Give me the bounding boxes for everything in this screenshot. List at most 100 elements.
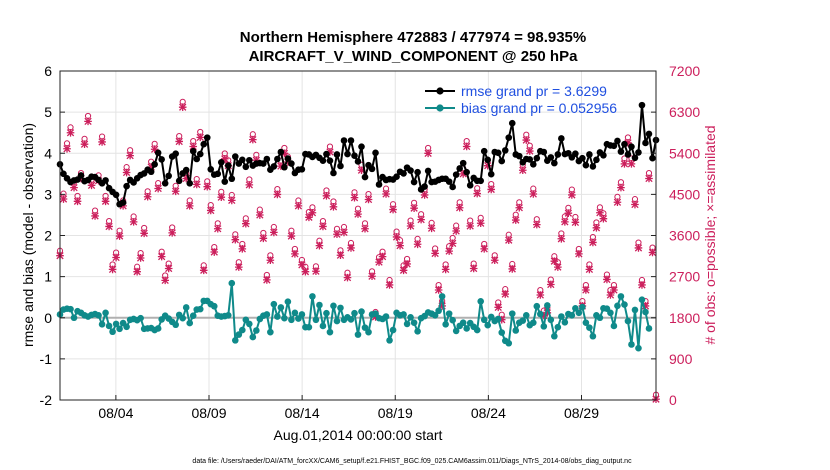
bias-point xyxy=(529,319,537,326)
bias-point xyxy=(407,314,414,321)
obs-assimilated-point xyxy=(613,198,622,207)
rmse-point xyxy=(414,168,421,176)
rmse-point xyxy=(228,175,236,183)
obs-assimilated-point xyxy=(368,272,376,281)
obs-assimilated-point xyxy=(396,241,404,250)
bias-point xyxy=(281,314,288,322)
obs-assimilated-point xyxy=(277,162,285,170)
legend-bias-marker xyxy=(436,104,444,112)
rmse-point xyxy=(337,162,344,170)
rmse-point xyxy=(221,178,229,185)
obs-assimilated-point xyxy=(392,233,401,241)
obs-assimilated-point xyxy=(136,254,145,262)
obs-assimilated-point xyxy=(445,247,453,255)
bias-point xyxy=(494,315,502,323)
bias-point xyxy=(544,302,551,309)
obs-assimilated-point xyxy=(336,251,345,260)
bias-point xyxy=(540,323,548,330)
rmse-point xyxy=(501,147,509,154)
obs-assimilated-point xyxy=(504,236,513,244)
obs-assimilated-point xyxy=(98,138,106,146)
x-tick-label: 08/04 xyxy=(98,405,133,421)
right-tick-label: 3600 xyxy=(669,228,700,244)
bias-point xyxy=(459,319,467,326)
bias-point xyxy=(435,307,442,315)
obs-assimilated-point xyxy=(487,185,496,194)
rmse-point xyxy=(449,183,456,191)
bias-point xyxy=(186,319,194,327)
obs-assimilated-point xyxy=(617,183,625,192)
obs-assimilated-point xyxy=(462,142,471,151)
obs-assimilated-point xyxy=(452,227,460,235)
rmse-point xyxy=(407,167,414,174)
obs-assimilated-point xyxy=(648,248,657,257)
bias-point xyxy=(431,311,439,319)
obs-assimilated-point xyxy=(235,263,243,271)
rmse-point xyxy=(515,152,523,160)
obs-assimilated-point xyxy=(455,203,464,212)
rmse-point xyxy=(263,155,271,163)
rmse-point xyxy=(246,156,253,164)
bias-point xyxy=(337,304,344,312)
bias-point xyxy=(102,309,109,317)
obs-assimilated-point xyxy=(575,250,583,258)
bias-point xyxy=(533,302,541,310)
bias-point xyxy=(519,317,527,324)
bias-point xyxy=(277,304,285,311)
bias-point xyxy=(109,328,116,336)
obs-assimilated-point xyxy=(73,197,82,206)
obs-assimilated-point xyxy=(448,239,457,248)
obs-assimilated-point xyxy=(596,208,604,217)
obs-assimilated-point xyxy=(84,117,92,126)
bias-point xyxy=(631,306,639,314)
rmse-point xyxy=(354,158,362,165)
bias-point xyxy=(575,309,583,317)
obs-assimilated-point xyxy=(568,191,576,199)
rmse-point xyxy=(298,165,306,173)
bias-point xyxy=(365,328,372,336)
left-tick-label: 3 xyxy=(44,186,52,202)
left-tick-label: 4 xyxy=(44,145,52,161)
obs-assimilated-point xyxy=(459,170,467,178)
obs-assimilated-point xyxy=(238,245,247,253)
rmse-point xyxy=(498,157,506,165)
obs-assimilated-point xyxy=(301,267,310,276)
rmse-point xyxy=(628,143,635,150)
obs-assimilated-point xyxy=(108,265,117,274)
right-axis-ticks: 0 900 1800 2700 3600 4500 5400 6300 7200 xyxy=(651,63,700,408)
obs-assimilated-point xyxy=(91,212,99,220)
bias-point xyxy=(645,325,653,332)
bias-point xyxy=(305,323,313,331)
obs-assimilated-point xyxy=(154,184,162,193)
rmse-point xyxy=(239,156,246,164)
rmse-point xyxy=(347,137,355,144)
rmse-point xyxy=(375,181,383,188)
bias-point xyxy=(389,326,397,334)
obs-assimilated-point xyxy=(389,205,397,214)
obs-assimilated-point xyxy=(122,168,131,177)
bias-point xyxy=(137,314,144,322)
rmse-point xyxy=(649,154,656,162)
obs-assimilated-point xyxy=(547,280,555,289)
rmse-point xyxy=(274,155,281,163)
obs-assimilated-point xyxy=(606,291,615,299)
obs-assimilated-point xyxy=(227,196,236,205)
bias-point xyxy=(347,316,355,323)
obs-assimilated-point xyxy=(63,144,71,153)
y-axis-left-label: rmse and bias (model - observation) xyxy=(20,123,36,347)
obs-assimilated-point xyxy=(382,190,390,198)
bias-point xyxy=(642,308,649,316)
rmse-point xyxy=(526,156,534,163)
obs-assimilated-point xyxy=(554,263,562,271)
bias-point xyxy=(614,302,621,310)
obs-assimilated-point xyxy=(473,189,481,198)
obs-assimilated-point xyxy=(178,103,187,111)
bias-point xyxy=(596,314,604,322)
rmse-point xyxy=(586,151,593,158)
obs-assimilated-point xyxy=(252,156,261,164)
rmse-point xyxy=(242,163,250,171)
obs-assimilated-point xyxy=(638,281,646,289)
rmse-point xyxy=(351,152,358,160)
obs-assimilated-point xyxy=(357,166,366,175)
right-tick-label: 0 xyxy=(669,392,677,408)
